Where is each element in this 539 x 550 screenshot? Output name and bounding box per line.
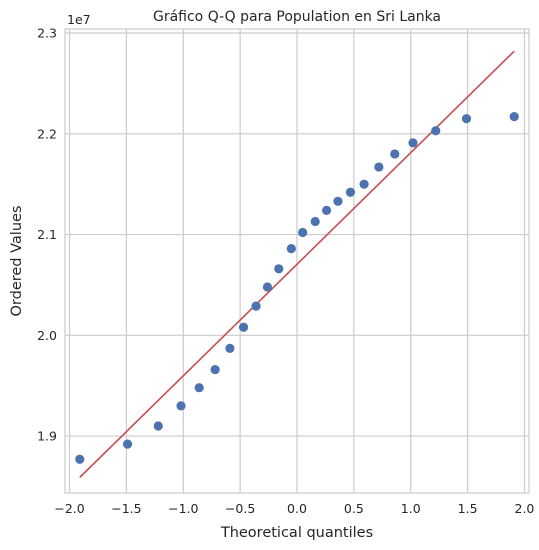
reference-line-group: [79, 50, 515, 478]
data-point: [176, 401, 186, 411]
y-tick-label: 2.3: [37, 26, 57, 41]
data-point: [345, 187, 356, 197]
data-point: [153, 421, 163, 431]
data-point: [390, 149, 400, 159]
data-point: [286, 244, 296, 254]
x-axis-ticks: −2.0 −1.5 −1.0 −0.5 0.0 0.5 1.0 1.5 2.0: [54, 501, 534, 516]
reference-line: [79, 50, 515, 478]
data-point: [431, 126, 441, 136]
x-tick-label: 1.5: [458, 501, 478, 516]
y-axis-label: Ordered Values: [9, 206, 25, 317]
x-tick-label: 1.0: [401, 501, 421, 516]
data-point: [194, 383, 204, 393]
x-tick-label: −0.5: [225, 501, 255, 516]
y-tick-label: 2.1: [37, 227, 57, 242]
data-point: [122, 439, 133, 449]
grid: [65, 29, 529, 493]
x-tick-label: −1.5: [111, 501, 141, 516]
data-point: [321, 205, 332, 215]
data-point: [225, 343, 235, 354]
chart-title: Gráfico Q-Q para Population en Sri Lanka: [153, 9, 441, 25]
x-tick-label: 0.5: [344, 501, 364, 516]
data-point: [359, 179, 369, 189]
points-group: [75, 112, 519, 464]
data-point: [75, 454, 85, 464]
data-point: [461, 114, 472, 124]
data-point: [509, 112, 519, 122]
data-point: [298, 227, 308, 238]
data-point: [238, 322, 249, 332]
x-tick-label: 2.0: [515, 501, 535, 516]
y-axis-ticks: 1.9 2.0 2.1 2.2 2.3: [37, 26, 57, 444]
data-point: [274, 264, 284, 274]
data-point: [333, 196, 343, 206]
x-tick-label: −2.0: [54, 501, 84, 516]
data-point: [210, 364, 220, 375]
y-tick-label: 2.0: [37, 328, 57, 343]
x-tick-label: 0.0: [287, 501, 307, 516]
x-tick-label: −1.0: [168, 501, 198, 516]
data-point: [251, 301, 261, 311]
data-point: [374, 162, 384, 172]
plot-frame: [64, 28, 530, 494]
y-tick-label: 2.2: [37, 126, 57, 141]
x-axis-label: Theoretical quantiles: [220, 525, 373, 541]
data-point: [310, 216, 320, 227]
data-point: [262, 282, 273, 292]
y-axis-offset-text: 1e7: [67, 12, 91, 27]
y-tick-label: 1.9: [37, 429, 57, 444]
data-point: [408, 138, 418, 148]
